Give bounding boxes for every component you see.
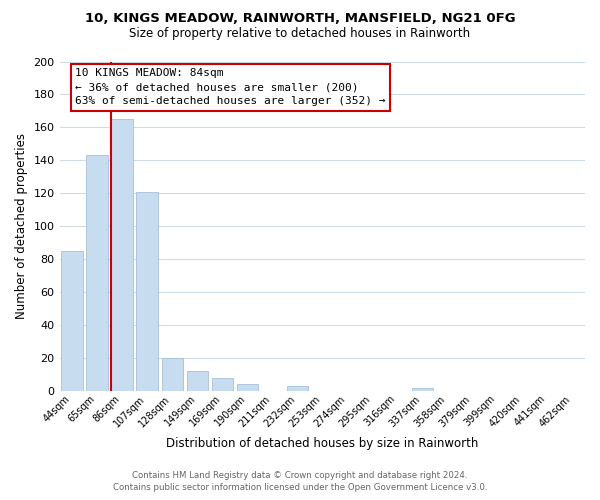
Bar <box>112 119 133 391</box>
Bar <box>412 388 433 391</box>
Bar <box>86 156 108 391</box>
Text: Size of property relative to detached houses in Rainworth: Size of property relative to detached ho… <box>130 28 470 40</box>
X-axis label: Distribution of detached houses by size in Rainworth: Distribution of detached houses by size … <box>166 437 478 450</box>
Bar <box>161 358 183 391</box>
Bar <box>236 384 258 391</box>
Bar <box>136 192 158 391</box>
Bar <box>287 386 308 391</box>
Bar <box>187 371 208 391</box>
Bar <box>212 378 233 391</box>
Text: 10, KINGS MEADOW, RAINWORTH, MANSFIELD, NG21 0FG: 10, KINGS MEADOW, RAINWORTH, MANSFIELD, … <box>85 12 515 26</box>
Text: 10 KINGS MEADOW: 84sqm
← 36% of detached houses are smaller (200)
63% of semi-de: 10 KINGS MEADOW: 84sqm ← 36% of detached… <box>76 68 386 106</box>
Bar <box>61 251 83 391</box>
Text: Contains HM Land Registry data © Crown copyright and database right 2024.
Contai: Contains HM Land Registry data © Crown c… <box>113 471 487 492</box>
Y-axis label: Number of detached properties: Number of detached properties <box>15 133 28 319</box>
